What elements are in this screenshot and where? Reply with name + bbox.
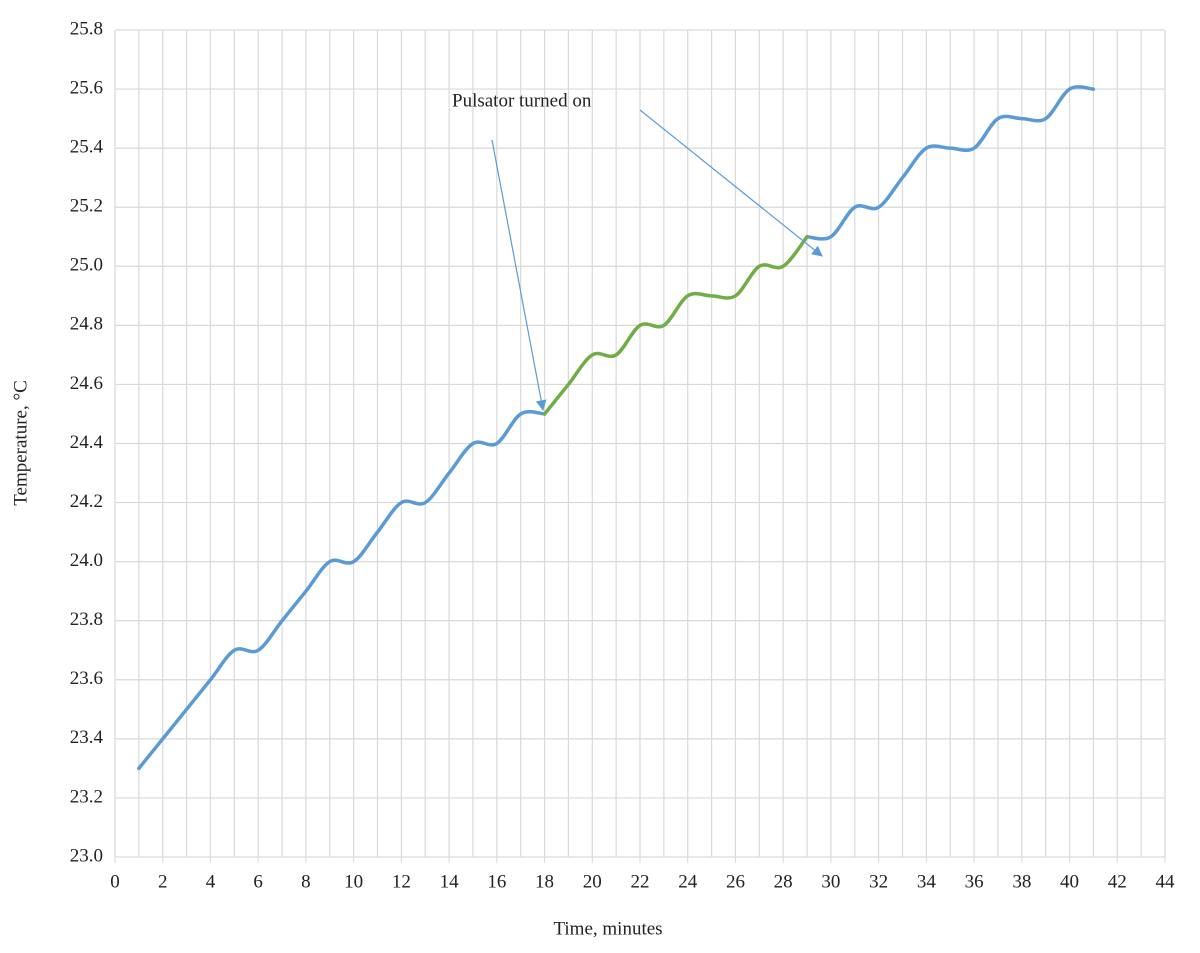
x-tick-label: 16 bbox=[487, 871, 506, 892]
x-tick-label: 40 bbox=[1060, 871, 1079, 892]
x-tick-label: 34 bbox=[917, 871, 937, 892]
series-line bbox=[805, 85, 1096, 241]
y-tick-label: 23.4 bbox=[70, 727, 104, 748]
y-tick-label: 25.8 bbox=[70, 18, 103, 39]
series-line bbox=[137, 410, 547, 771]
y-tick-label: 23.6 bbox=[70, 668, 103, 689]
x-tick-label: 32 bbox=[869, 871, 888, 892]
y-tick-label: 24.6 bbox=[70, 373, 103, 394]
x-tick-label: 10 bbox=[344, 871, 363, 892]
x-tick-label: 44 bbox=[1156, 871, 1176, 892]
x-tick-label: 42 bbox=[1108, 871, 1127, 892]
y-tick-label: 24.0 bbox=[70, 550, 103, 571]
series-line bbox=[542, 235, 809, 416]
x-tick-label: 38 bbox=[1012, 871, 1031, 892]
y-tick-label: 24.4 bbox=[70, 432, 104, 453]
x-tick-label: 18 bbox=[535, 871, 554, 892]
y-tick-label: 23.2 bbox=[70, 786, 103, 807]
x-tick-label: 30 bbox=[821, 871, 840, 892]
x-tick-label: 24 bbox=[678, 871, 698, 892]
x-tick-label: 0 bbox=[110, 871, 120, 892]
y-tick-label: 23.0 bbox=[70, 845, 103, 866]
x-tick-label: 36 bbox=[965, 871, 984, 892]
x-axis-title: Time, minutes bbox=[553, 918, 662, 939]
x-tick-label: 6 bbox=[253, 871, 263, 892]
y-tick-label: 24.8 bbox=[70, 314, 103, 335]
x-tick-label: 2 bbox=[158, 871, 168, 892]
x-tick-label: 4 bbox=[206, 871, 216, 892]
y-tick-label: 25.4 bbox=[70, 137, 104, 158]
x-tick-label: 26 bbox=[726, 871, 745, 892]
x-tick-label: 28 bbox=[774, 871, 793, 892]
x-tick-label: 12 bbox=[392, 871, 411, 892]
y-tick-label: 25.6 bbox=[70, 77, 103, 98]
x-tick-label: 8 bbox=[301, 871, 311, 892]
x-tick-label: 22 bbox=[631, 871, 650, 892]
y-tick-label: 23.8 bbox=[70, 609, 103, 630]
y-tick-label: 25.2 bbox=[70, 196, 103, 217]
y-tick-label: 25.0 bbox=[70, 255, 103, 276]
x-tick-label: 20 bbox=[583, 871, 602, 892]
y-tick-label: 24.2 bbox=[70, 491, 103, 512]
y-axis-title: Temperature, °C bbox=[10, 380, 31, 506]
annotation-arrow bbox=[491, 139, 547, 412]
annotation: Pulsator turned on bbox=[452, 90, 592, 111]
x-tick-label: 14 bbox=[440, 871, 460, 892]
annotation-arrow bbox=[639, 109, 823, 257]
